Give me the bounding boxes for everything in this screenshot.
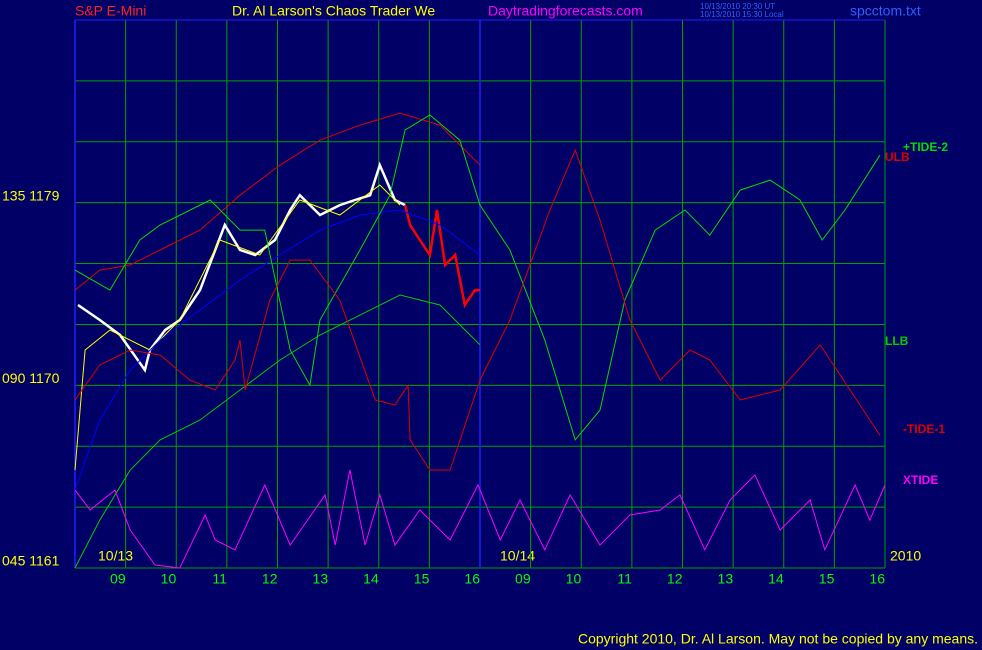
- x-tick-label: 09: [110, 571, 126, 587]
- x-tick-label: 14: [768, 571, 784, 587]
- header-time: 10/13/2010 20:30 UT: [700, 2, 775, 11]
- date-label: 10/14: [500, 548, 535, 564]
- x-tick-label: 15: [819, 571, 835, 587]
- series-line: [74, 209, 481, 491]
- x-tick-label: 13: [313, 571, 329, 587]
- series-line: [74, 148, 881, 471]
- x-tick-label: 12: [667, 571, 683, 587]
- x-tick-label: 10: [161, 571, 177, 587]
- legend-label: ULB: [885, 150, 910, 164]
- x-tick-label: 15: [414, 571, 430, 587]
- y-tick-label: 135 1179: [2, 187, 60, 203]
- x-tick-label: 12: [262, 571, 278, 587]
- x-tick-label: 11: [617, 571, 632, 587]
- legend-label: LLB: [885, 334, 909, 348]
- x-tick-label: 14: [363, 571, 379, 587]
- x-tick-label: 10: [566, 571, 582, 587]
- series-line: [74, 184, 401, 471]
- x-tick-label: 09: [515, 571, 531, 587]
- header-left: S&P E-Mini: [75, 3, 146, 19]
- header-file: spcctom.txt: [850, 3, 921, 19]
- copyright: Copyright 2010, Dr. Al Larson. May not b…: [578, 631, 978, 647]
- x-tick-label: 16: [464, 571, 480, 587]
- series-line: [403, 204, 480, 309]
- legend-label: +TIDE-2: [903, 140, 948, 154]
- legend-label: -TIDE-1: [903, 422, 945, 436]
- y-tick-label: 045 1161: [2, 553, 60, 569]
- header-time: 10/13/2010 15:30 Local: [700, 10, 784, 19]
- date-label: 2010: [890, 548, 921, 564]
- series-line: [74, 294, 481, 569]
- legend-label: XTIDE: [903, 473, 938, 487]
- header-site: Daytradingforecasts.com: [488, 3, 643, 19]
- x-tick-label: 11: [212, 571, 227, 587]
- series-line: [74, 112, 481, 291]
- x-tick-label: 13: [718, 571, 734, 587]
- y-tick-label: 090 1170: [2, 370, 60, 386]
- date-label: 10/13: [98, 548, 133, 564]
- series-line: [74, 469, 886, 569]
- chart-title: Dr. Al Larson's Chaos Trader We: [232, 3, 435, 19]
- series-line: [74, 114, 881, 441]
- x-tick-label: 16: [869, 571, 885, 587]
